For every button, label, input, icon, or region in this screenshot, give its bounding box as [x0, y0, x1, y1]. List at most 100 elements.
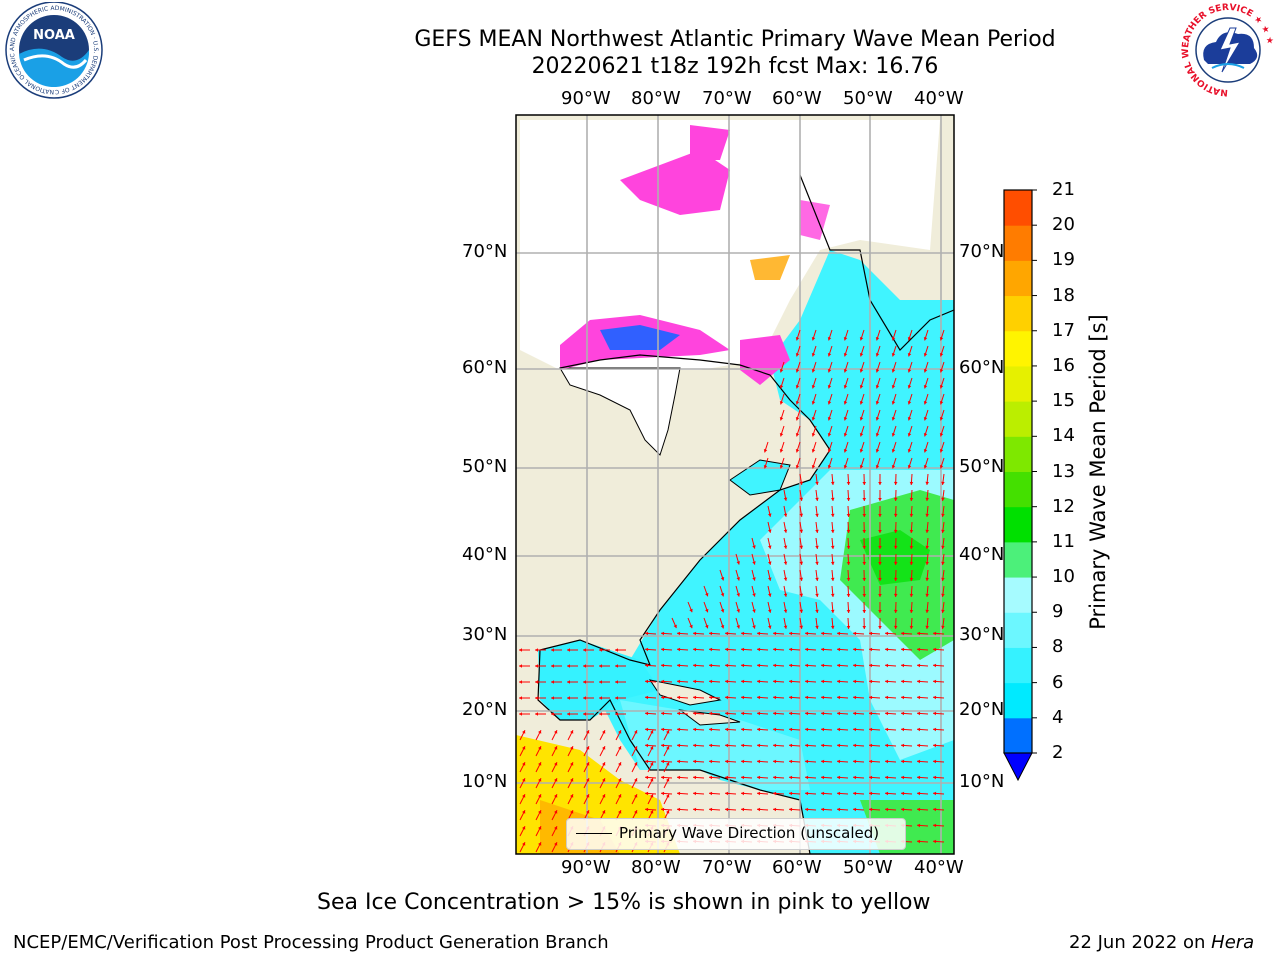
- wave-arrow-head: [535, 664, 538, 668]
- wave-arrow-head: [725, 727, 729, 732]
- lat-label-left: 60°N: [462, 357, 508, 378]
- wave-arrow-head: [650, 778, 654, 782]
- wave-arrow-head: [869, 791, 873, 796]
- wave-arrow-head: [741, 695, 745, 700]
- wave-arrow-head: [853, 807, 857, 812]
- wave-arrow-head: [843, 433, 848, 437]
- wave-arrow-head: [554, 762, 558, 766]
- wave-arrow-head: [799, 625, 804, 629]
- colorbar-band: [1004, 471, 1032, 508]
- wave-arrow-head: [917, 727, 921, 732]
- wave-arrow-head: [736, 625, 740, 629]
- wave-arrow-head: [843, 465, 848, 469]
- wave-arrow-head: [677, 631, 681, 636]
- wave-arrow-head: [907, 449, 912, 453]
- wave-arrow-head: [827, 353, 832, 357]
- wave-arrow-head: [645, 663, 649, 668]
- wave-arrow-head: [827, 401, 832, 405]
- wave-arrow-head: [941, 577, 945, 581]
- wave-arrow-head: [843, 449, 848, 453]
- wave-arrow-head: [859, 337, 864, 341]
- wave-arrow-head: [923, 465, 928, 469]
- wave-arrow-head: [795, 465, 800, 469]
- map-subtitle: 20220621 t18z 192h fcst Max: 16.76: [531, 54, 939, 79]
- wave-arrow-head: [661, 807, 665, 812]
- wave-arrow-head: [799, 529, 804, 533]
- wave-arrow-head: [789, 791, 793, 796]
- wave-arrow-head: [789, 727, 793, 732]
- colorbar-band: [1004, 682, 1032, 719]
- wave-arrow-head: [853, 663, 857, 668]
- wave-arrow-head: [551, 648, 554, 652]
- wave-arrow-head: [853, 743, 857, 748]
- wave-arrow-head: [602, 730, 606, 734]
- wave-arrow-head: [917, 647, 921, 652]
- wave-arrow-head: [650, 794, 654, 798]
- wave-arrow-head: [878, 497, 882, 501]
- wave-arrow-head: [709, 695, 713, 700]
- wave-arrow-head: [869, 807, 873, 812]
- wave-arrow-head: [779, 449, 784, 453]
- wave-arrow-head: [917, 743, 921, 748]
- wave-arrow-head: [673, 624, 677, 629]
- wave-arrow-head: [773, 759, 777, 764]
- wave-arrow-head: [783, 529, 788, 533]
- wave-arrow-head: [661, 695, 665, 700]
- wave-arrow-head: [583, 664, 586, 668]
- wave-arrow-head: [853, 759, 857, 764]
- wave-arrow-head: [893, 609, 898, 613]
- wave-arrow-head: [885, 647, 889, 652]
- wave-arrow-head: [941, 497, 945, 501]
- wave-arrow-head: [811, 369, 816, 373]
- wave-arrow-head: [661, 791, 665, 796]
- wave-arrow-head: [783, 577, 788, 581]
- wave-arrow-head: [709, 759, 713, 764]
- wave-arrow-head: [853, 647, 857, 652]
- colorbar-band: [1004, 330, 1032, 367]
- wave-arrow-head: [862, 513, 867, 517]
- lon-label-bottom: 40°W: [914, 857, 964, 878]
- wave-arrow-head: [853, 791, 857, 796]
- wave-arrow-head: [666, 730, 670, 734]
- wave-arrow-head: [799, 545, 804, 549]
- wave-arrow-head: [885, 807, 889, 812]
- wave-arrow-head: [519, 648, 522, 652]
- wave-arrow-head: [709, 775, 713, 780]
- wave-arrow-head: [821, 679, 825, 684]
- wave-arrow-head: [773, 663, 777, 668]
- lat-label-left: 50°N: [462, 456, 508, 477]
- wave-arrow-head: [757, 631, 761, 636]
- wave-arrow-head: [941, 625, 945, 629]
- wave-arrow-head: [901, 775, 905, 780]
- wave-arrow-head: [939, 417, 944, 421]
- wave-arrow-head: [875, 433, 880, 437]
- wave-arrow-head: [862, 561, 867, 565]
- wave-arrow-head: [645, 711, 649, 716]
- wave-arrow-head: [923, 433, 928, 437]
- wave-arrow-head: [815, 561, 819, 565]
- wave-arrow-head: [645, 807, 649, 812]
- wave-arrow-head: [830, 545, 835, 549]
- swell-peak: [860, 530, 930, 585]
- wave-arrow-head: [901, 711, 905, 716]
- wave-arrow-head: [570, 730, 574, 734]
- wave-arrow-head: [615, 696, 618, 700]
- wave-arrow-head: [821, 663, 825, 668]
- wave-arrow-head: [862, 545, 867, 549]
- lon-label-top: 90°W: [561, 88, 611, 109]
- wave-arrow-head: [830, 593, 835, 597]
- wave-arrow-head: [885, 679, 889, 684]
- colorbar-tick-label: 8: [1052, 636, 1064, 658]
- wave-arrow-head: [693, 663, 697, 668]
- wave-arrow-head: [811, 353, 816, 357]
- wave-arrow-head: [859, 401, 864, 405]
- wave-arrow-head: [815, 577, 819, 581]
- wave-arrow-head: [519, 712, 522, 716]
- wave-arrow-head: [846, 545, 851, 549]
- wave-arrow-head: [783, 561, 788, 565]
- wave-arrow-head: [650, 746, 654, 750]
- wave-arrow-head: [846, 577, 851, 581]
- wave-arrow-head: [773, 631, 777, 636]
- wave-arrow-head: [907, 433, 912, 437]
- lat-label-left: 20°N: [462, 699, 508, 720]
